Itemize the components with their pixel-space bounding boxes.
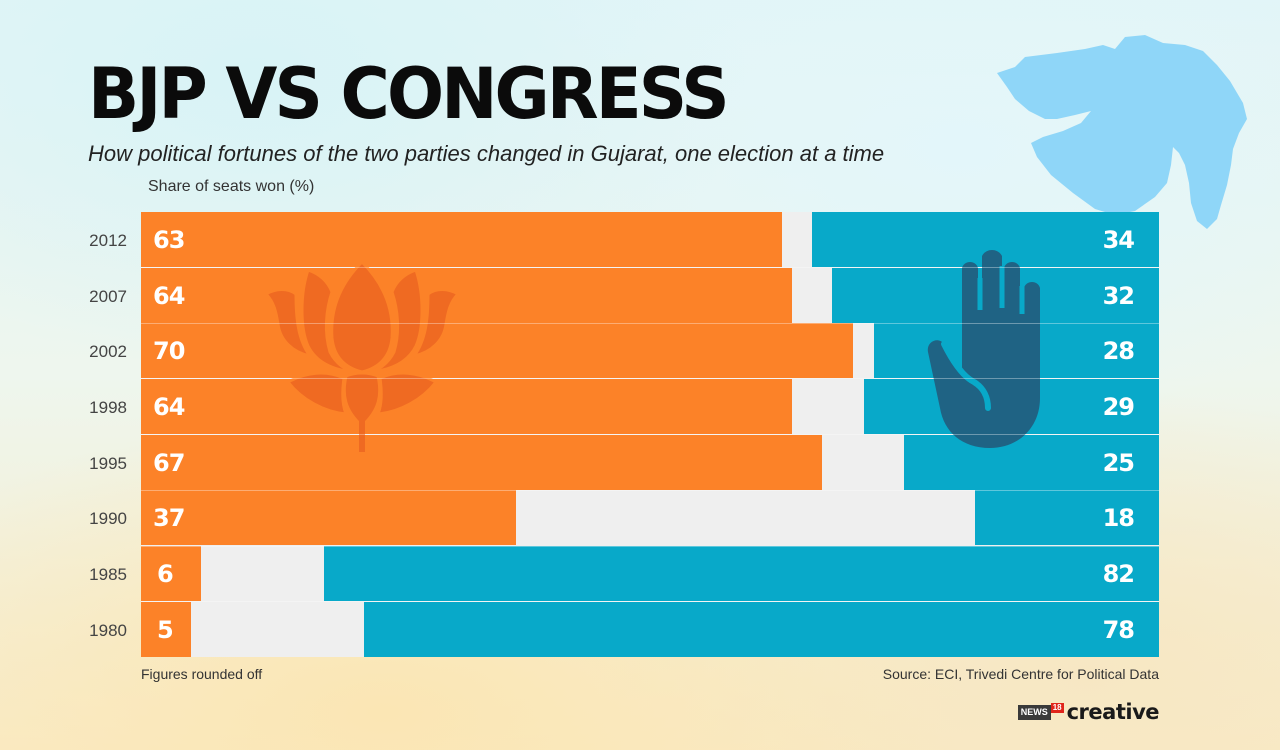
chart-row-1998: 64 29 [141,379,1159,434]
source-note: Source: ECI, Trivedi Centre for Politica… [882,666,1159,682]
bjp-value: 37 [153,504,185,532]
congress-value: 32 [1102,282,1135,310]
congress-value: 25 [1102,449,1135,477]
chart-row-1990: 37 18 [141,490,1159,545]
bjp-value: 67 [153,449,185,477]
chart-title: BJP VS CONGRESS [88,53,730,135]
bjp-value: 64 [153,393,185,421]
congress-value: 28 [1102,337,1135,365]
congress-value: 29 [1102,393,1135,421]
congress-bar [975,490,1159,545]
logo-news: NEWS [1017,704,1051,720]
bar-chart: 63 34 64 32 70 28 64 29 67 25 37 18 6 82 [141,212,1159,657]
bjp-value: 6 [157,560,174,588]
chart-row-2012: 63 34 [141,212,1159,267]
bjp-bar [141,212,782,267]
year-label: 2007 [89,287,127,306]
year-label: 1985 [89,565,127,584]
congress-value: 82 [1102,560,1135,588]
bjp-bar [141,435,822,490]
chart-row-1985: 6 82 [141,546,1159,601]
congress-bar [364,602,1159,657]
chart-subtitle: How political fortunes of the two partie… [88,141,885,166]
bjp-value: 63 [153,226,185,254]
year-label: 2002 [89,342,127,361]
row-divider [141,323,1159,324]
chart-row-2002: 70 28 [141,323,1159,378]
bjp-bar [141,323,853,378]
bjp-value: 70 [153,337,185,365]
congress-value: 78 [1102,616,1135,644]
row-divider [141,378,1159,379]
row-divider [141,601,1159,602]
chart-row-1980: 5 78 [141,602,1159,657]
row-divider [141,434,1159,435]
logo-creative: creative [1066,700,1160,724]
logo-18: 18 [1050,703,1064,713]
news18-creative-logo: NEWS 18 creative [1017,700,1160,724]
congress-value: 18 [1102,504,1135,532]
row-divider [141,490,1159,491]
bjp-bar [141,546,201,601]
gujarat-map-icon [997,35,1247,229]
year-label: 1998 [89,398,127,417]
year-label: 2012 [89,231,127,250]
congress-value: 34 [1102,226,1135,254]
bjp-bar [141,268,792,323]
chart-row-2007: 64 32 [141,268,1159,323]
bjp-bar [141,490,516,545]
bjp-bar [141,602,191,657]
bjp-value: 64 [153,282,185,310]
bjp-bar [141,379,792,434]
axis-label: Share of seats won (%) [148,178,315,195]
footnote: Figures rounded off [141,666,263,682]
row-divider [141,267,1159,268]
year-label: 1980 [89,621,127,640]
congress-bar [324,546,1159,601]
year-label: 1995 [89,454,127,473]
year-label: 1990 [89,509,127,528]
row-divider [141,546,1159,547]
chart-row-1995: 67 25 [141,435,1159,490]
bjp-value: 5 [157,616,174,644]
